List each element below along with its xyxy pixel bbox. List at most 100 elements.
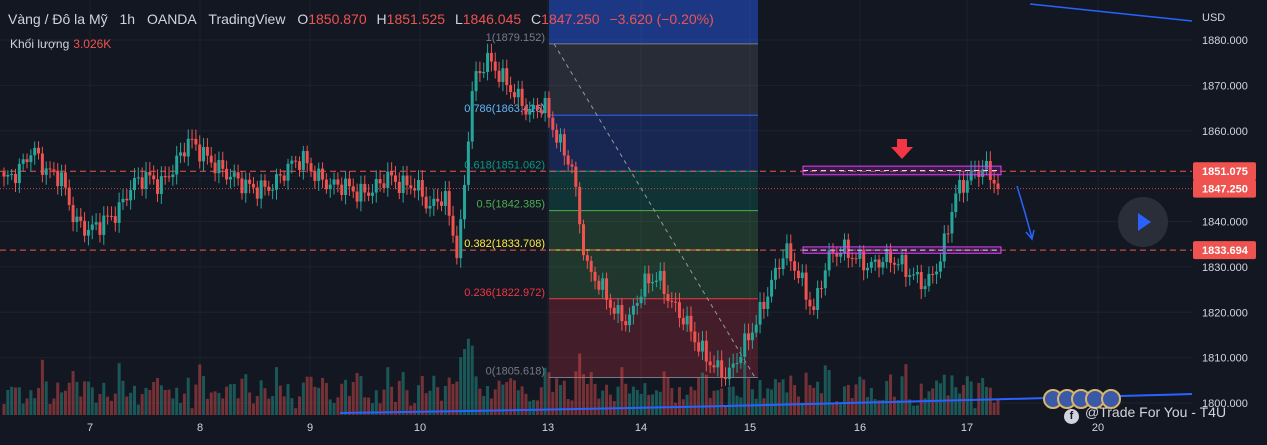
volume-bar bbox=[724, 406, 728, 415]
volume-bar bbox=[493, 389, 497, 415]
volume-bar bbox=[198, 364, 202, 415]
volume-bar bbox=[731, 386, 735, 415]
play-icon bbox=[1138, 213, 1151, 231]
volume-bar bbox=[432, 375, 436, 415]
candle-body bbox=[440, 201, 444, 206]
volume-bar bbox=[159, 385, 163, 415]
volume-bar bbox=[190, 408, 194, 415]
candle-body bbox=[14, 173, 18, 184]
candle-body bbox=[432, 198, 436, 206]
candle-body bbox=[79, 216, 83, 221]
candle-body bbox=[532, 105, 536, 109]
volume-bar bbox=[179, 402, 183, 415]
volume-bar bbox=[171, 398, 175, 415]
candle-body bbox=[390, 171, 394, 176]
volume-bar bbox=[213, 391, 217, 415]
volume-bar bbox=[950, 375, 954, 415]
volume-bar bbox=[271, 396, 275, 415]
candle-body bbox=[420, 180, 424, 197]
candle-body bbox=[923, 286, 927, 290]
volume-bar bbox=[935, 380, 939, 415]
volume-bar bbox=[60, 392, 64, 415]
candle-body bbox=[290, 160, 294, 164]
volume-bar bbox=[869, 388, 873, 415]
price-tick-label: 1800.000 bbox=[1202, 398, 1248, 410]
volume-bar bbox=[313, 386, 317, 415]
candle-body bbox=[148, 172, 152, 176]
volume-bar bbox=[152, 382, 156, 415]
volume-bar bbox=[148, 389, 152, 415]
volume-bar bbox=[566, 399, 570, 415]
volume-bar bbox=[10, 386, 14, 415]
volume-bar bbox=[635, 389, 639, 415]
candle-body bbox=[605, 278, 609, 300]
candle-body bbox=[94, 222, 98, 225]
candle-body bbox=[988, 160, 992, 180]
volume-bar bbox=[278, 385, 282, 415]
volume-bar bbox=[854, 384, 858, 415]
volume-bar bbox=[562, 380, 566, 415]
volume-bar bbox=[720, 388, 724, 415]
chart-header: Vàng / Đô la Mỹ 1h OANDA TradingView O18… bbox=[8, 11, 720, 27]
volume-bar bbox=[570, 400, 574, 415]
price-label-box bbox=[1193, 162, 1256, 181]
watermark: f @Trade For You - T4U bbox=[1064, 404, 1226, 424]
candle-body bbox=[117, 202, 121, 223]
volume-bar bbox=[697, 377, 701, 415]
volume-bar bbox=[424, 393, 428, 415]
volume-bar bbox=[367, 397, 371, 415]
price-tick-label: 1830.000 bbox=[1202, 262, 1248, 274]
price-tick-label: 1870.000 bbox=[1202, 80, 1248, 92]
volume-bar bbox=[378, 403, 382, 415]
price-tick-label: 1880.000 bbox=[1202, 35, 1248, 47]
volume-bar bbox=[301, 382, 305, 415]
candle-body bbox=[812, 306, 816, 311]
candle-body bbox=[620, 305, 624, 322]
candle-body bbox=[244, 179, 248, 194]
candle-body bbox=[106, 215, 110, 217]
currency-label: USD bbox=[1202, 12, 1225, 24]
candle-body bbox=[892, 262, 896, 265]
volume-bar bbox=[44, 381, 48, 415]
candle-body bbox=[578, 186, 582, 225]
us-flag-icon[interactable] bbox=[1101, 389, 1121, 409]
candle-body bbox=[935, 271, 939, 275]
candle-body bbox=[463, 184, 467, 220]
volume-bar bbox=[505, 381, 509, 415]
volume-bar bbox=[551, 391, 555, 415]
price-axis[interactable]: USD1880.0001870.0001860.0001850.0001840.… bbox=[1192, 0, 1267, 445]
volume-bar bbox=[33, 398, 37, 415]
volume-bar bbox=[535, 400, 539, 415]
candle-body bbox=[17, 163, 21, 184]
price-label-box bbox=[1193, 179, 1256, 198]
candle-body bbox=[136, 177, 140, 179]
volume-bar bbox=[620, 367, 624, 415]
volume-bar bbox=[83, 381, 87, 415]
volume-bar bbox=[232, 383, 236, 415]
candle-body bbox=[524, 105, 528, 115]
candle-body bbox=[267, 186, 271, 191]
volume-bar bbox=[344, 379, 348, 415]
volume-bar bbox=[6, 389, 10, 415]
fib-level-label: 0.618(1851.062) bbox=[464, 159, 545, 171]
volume-bar bbox=[727, 386, 731, 415]
volume-bar bbox=[125, 396, 129, 415]
replay-button[interactable] bbox=[1118, 197, 1168, 247]
volume-bar bbox=[382, 389, 386, 415]
time-tick-label: 13 bbox=[542, 422, 554, 434]
volume-bar bbox=[616, 386, 620, 415]
candle-body bbox=[129, 190, 133, 201]
volume-bar bbox=[992, 402, 996, 415]
candle-body bbox=[382, 183, 386, 188]
candle-body bbox=[301, 150, 305, 170]
volume-bar bbox=[259, 380, 263, 415]
volume-bar bbox=[823, 365, 827, 415]
time-tick-label: 7 bbox=[87, 422, 93, 434]
volume-bar bbox=[558, 385, 562, 415]
time-axis[interactable]: 7 8 9 10 13 14 15 16 17 20 bbox=[87, 422, 1104, 434]
candle-body bbox=[582, 224, 586, 256]
volume-bar bbox=[409, 405, 413, 415]
symbol-name[interactable]: Vàng / Đô la Mỹ bbox=[8, 11, 108, 27]
interval[interactable]: 1h bbox=[119, 11, 136, 27]
